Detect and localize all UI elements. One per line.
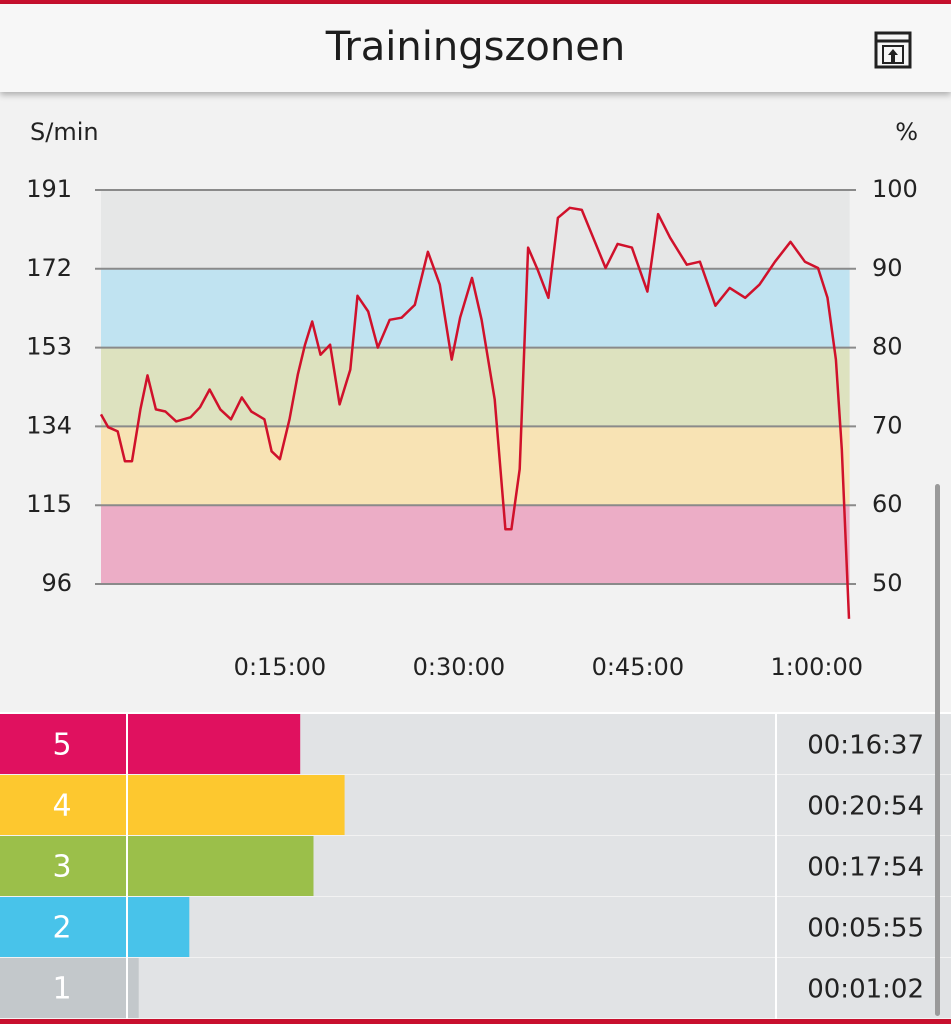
bottom-accent — [0, 1019, 951, 1024]
zone-label-cell — [0, 714, 126, 774]
y-axis-label: S/min — [30, 118, 99, 146]
y2-tick-label: 50 — [872, 569, 903, 597]
y-tick-label: 153 — [26, 333, 72, 361]
zone-label: 5 — [52, 728, 71, 763]
zone-band — [101, 426, 850, 506]
x-tick-label: 1:00:00 — [771, 653, 864, 681]
zone-label-cell — [0, 836, 126, 896]
y-tick-label: 172 — [26, 254, 72, 282]
heart-rate-line — [99, 206, 851, 619]
zone-time: 00:05:55 — [807, 914, 924, 944]
x-tick-label: 0:30:00 — [413, 653, 506, 681]
zone-label: 4 — [52, 789, 71, 824]
zone-bar — [128, 958, 139, 1018]
y2-tick-label: 60 — [872, 490, 903, 518]
zone-band — [101, 505, 850, 584]
y2-axis-label: % — [895, 118, 918, 146]
zone-band — [101, 347, 850, 427]
y-tick-label: 134 — [26, 411, 72, 439]
y-tick-label: 115 — [26, 490, 72, 518]
zone-label: 3 — [52, 850, 71, 885]
export-button[interactable] — [874, 31, 912, 69]
zone-label: 1 — [52, 972, 71, 1007]
zone-band — [101, 190, 850, 269]
zone-label: 2 — [52, 911, 71, 946]
y2-tick-label: 100 — [872, 175, 918, 203]
zone-time: 00:17:54 — [807, 853, 924, 883]
zone-bar — [128, 775, 345, 835]
x-tick-label: 0:15:00 — [234, 653, 327, 681]
zone-time: 00:16:37 — [807, 731, 924, 761]
y-tick-label: 96 — [41, 569, 72, 597]
zone-time: 00:20:54 — [807, 792, 924, 822]
zone-label-cell — [0, 775, 126, 835]
y2-tick-label: 70 — [872, 411, 903, 439]
zone-bar — [128, 897, 190, 957]
y2-tick-label: 80 — [872, 333, 903, 361]
page-title: Trainingszonen — [325, 24, 626, 70]
y2-tick-label: 90 — [872, 254, 903, 282]
zone-bar — [128, 836, 314, 896]
zone-band — [101, 268, 850, 348]
zone-bar — [128, 714, 301, 774]
zone-label-cell — [0, 897, 126, 957]
top-accent — [0, 0, 951, 4]
app-header: Trainingszonen — [0, 4, 951, 92]
zone-time: 00:01:02 — [807, 975, 924, 1005]
scrollbar — [935, 484, 940, 1016]
y-tick-label: 191 — [26, 175, 72, 203]
row-background — [0, 958, 951, 1018]
x-tick-label: 0:45:00 — [592, 653, 685, 681]
zone-label-cell — [0, 958, 126, 1018]
